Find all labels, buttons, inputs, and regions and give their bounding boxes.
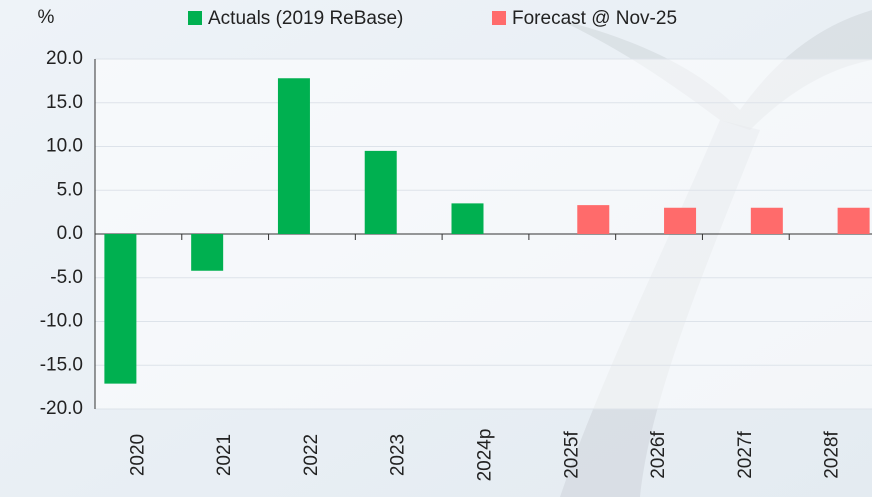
bar <box>451 203 484 234</box>
x-tick-label: 2023 <box>388 434 409 476</box>
bar <box>664 207 697 234</box>
legend-swatch <box>492 11 506 25</box>
y-tick-label: -20.0 <box>40 398 83 419</box>
bar <box>104 234 137 384</box>
x-tick-label: 2025f <box>561 431 582 479</box>
x-tick-label: 2021 <box>214 434 235 476</box>
bar <box>750 207 783 234</box>
legend-swatch <box>188 11 202 25</box>
y-tick-label: 5.0 <box>57 179 83 200</box>
y-tick-label: -15.0 <box>40 354 83 375</box>
y-tick-label: 20.0 <box>46 48 83 69</box>
y-unit-label: % <box>38 7 55 28</box>
y-tick-label: 15.0 <box>46 92 83 113</box>
legend-label: Forecast @ Nov-25 <box>512 8 677 29</box>
x-tick-label: 2028f <box>822 431 843 479</box>
bar <box>191 234 224 271</box>
x-tick-label: 2024p <box>475 429 496 482</box>
y-tick-label: -5.0 <box>50 267 83 288</box>
y-tick-label: -10.0 <box>40 311 83 332</box>
legend-label: Actuals (2019 ReBase) <box>208 8 403 29</box>
bar <box>577 205 610 234</box>
x-tick-label: 2027f <box>735 431 756 479</box>
y-tick-label: 0.0 <box>57 223 83 244</box>
bar <box>837 207 870 234</box>
bar <box>364 150 397 234</box>
bar <box>277 78 310 234</box>
y-tick-label: 10.0 <box>46 136 83 157</box>
x-tick-label: 2020 <box>127 434 148 476</box>
x-tick-label: 2026f <box>648 431 669 479</box>
x-tick-label: 2022 <box>301 434 322 476</box>
